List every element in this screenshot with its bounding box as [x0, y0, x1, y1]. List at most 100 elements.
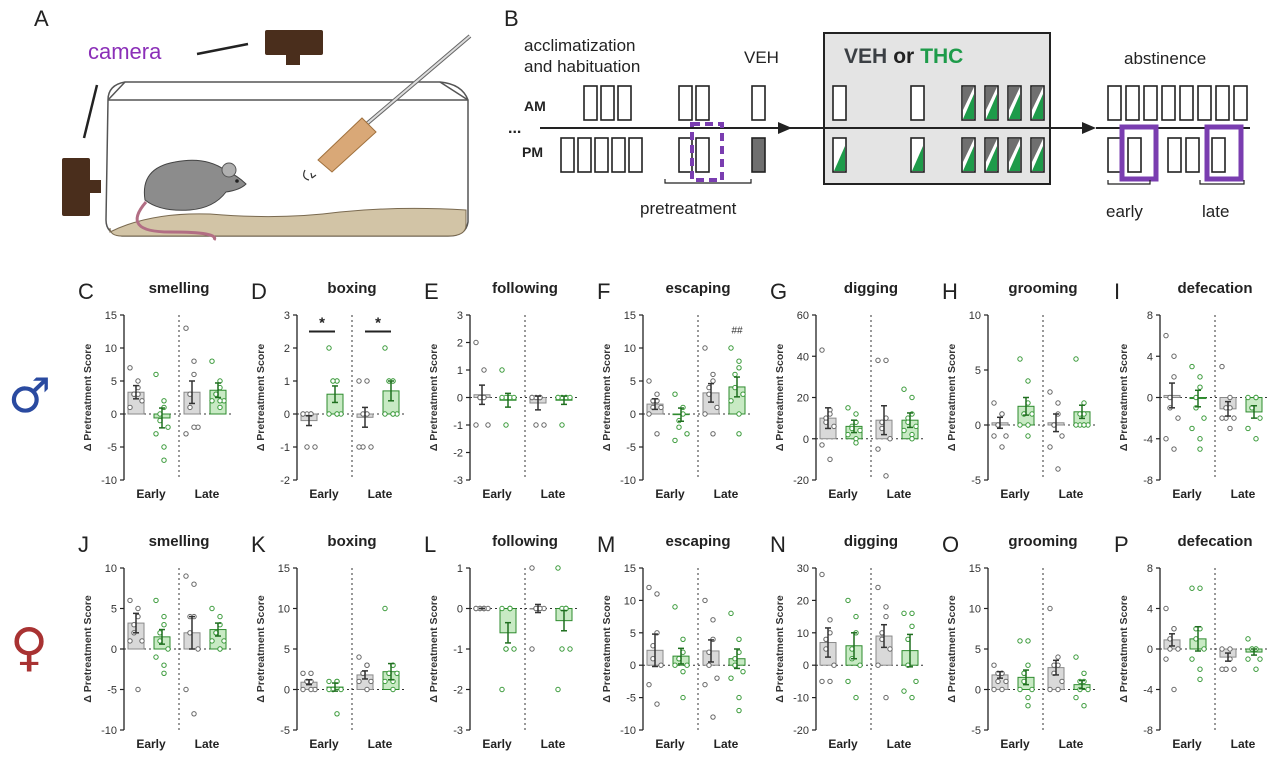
data-point — [1227, 394, 1233, 401]
data-point — [831, 423, 837, 430]
data-point — [368, 678, 374, 685]
chart-title: escaping — [665, 280, 730, 297]
y-tick-label: 5 — [111, 604, 117, 616]
x-category-label: Late — [1059, 737, 1084, 751]
session-box — [600, 85, 615, 121]
data-point — [195, 646, 201, 652]
data-point — [499, 605, 505, 612]
data-point — [1059, 678, 1065, 685]
side-camera-icon — [62, 158, 101, 216]
data-point — [135, 605, 141, 612]
data-point — [473, 339, 479, 346]
data-point — [153, 371, 159, 378]
data-point — [1081, 422, 1087, 428]
x-category-label: Early — [828, 487, 858, 501]
data-point — [1189, 656, 1195, 662]
chart-title: digging — [844, 533, 898, 550]
session-box-frame — [1185, 137, 1200, 173]
y-tick-label: 0 — [284, 409, 290, 421]
y-tick-label: 15 — [969, 563, 981, 575]
session-box-frame — [594, 137, 609, 173]
data-point — [736, 694, 742, 701]
session-box-frame — [600, 85, 615, 121]
session-box-frame — [617, 85, 632, 121]
data-point — [356, 654, 362, 660]
data-point — [680, 694, 686, 701]
data-point — [1201, 646, 1207, 652]
data-point — [1073, 694, 1079, 701]
data-point — [326, 345, 332, 351]
data-point — [1245, 425, 1251, 432]
significance-hash: ## — [731, 325, 743, 336]
panel-label: P — [1114, 532, 1129, 557]
session-boxes — [560, 85, 1248, 173]
data-point — [473, 605, 479, 612]
data-point — [499, 686, 505, 693]
data-point — [853, 411, 859, 417]
session-box — [1215, 85, 1230, 121]
data-point — [736, 358, 742, 364]
data-point — [364, 378, 370, 384]
x-category-label: Early — [828, 737, 858, 751]
session-box-frame — [560, 137, 575, 173]
data-point — [819, 678, 825, 685]
panel-label: J — [78, 532, 89, 557]
data-point — [1245, 636, 1251, 642]
y-tick-label: 5 — [630, 376, 636, 388]
data-point — [853, 440, 859, 446]
y-tick-label: 3 — [457, 310, 463, 322]
y-tick-label: 0 — [1147, 393, 1153, 405]
y-tick-label: -4 — [1143, 685, 1153, 697]
session-box-frame — [695, 85, 710, 121]
data-point — [1163, 656, 1169, 662]
data-point — [672, 391, 678, 397]
data-point — [901, 610, 907, 617]
data-point — [654, 701, 660, 707]
y-tick-label: -1 — [453, 420, 463, 432]
data-point — [555, 394, 561, 401]
acclimatization-label: acclimatization — [524, 36, 636, 55]
x-category-label: Early — [482, 487, 512, 501]
y-tick-label: 5 — [630, 628, 636, 640]
session-box-frame — [1233, 85, 1248, 121]
data-point — [1171, 446, 1177, 452]
camera-pointer-side — [82, 84, 99, 139]
habituation-label: and habituation — [524, 57, 640, 76]
data-point — [1047, 389, 1053, 395]
data-point — [710, 714, 716, 720]
x-category-label: Early — [309, 487, 339, 501]
data-point — [991, 433, 997, 439]
data-point — [1219, 646, 1225, 652]
data-point — [875, 446, 881, 452]
data-point — [511, 394, 517, 401]
data-point — [1189, 363, 1195, 370]
data-point — [909, 623, 915, 630]
data-point — [1025, 638, 1031, 644]
data-point — [1245, 656, 1251, 662]
data-point — [646, 681, 652, 688]
data-point — [183, 431, 189, 437]
session-box — [1167, 137, 1182, 173]
data-point — [304, 444, 310, 450]
session-box — [1125, 85, 1140, 121]
data-point — [368, 444, 374, 450]
session-box — [832, 137, 847, 173]
data-point — [728, 675, 734, 681]
session-box — [984, 85, 999, 121]
data-point — [901, 427, 907, 434]
data-point — [485, 422, 491, 428]
data-point — [499, 394, 505, 401]
y-tick-label: -5 — [107, 442, 117, 454]
y-tick-label: 4 — [1147, 351, 1153, 363]
y-tick-label: -8 — [1143, 475, 1153, 487]
data-point — [680, 636, 686, 642]
y-axis-label: Δ Pretreatment Score — [82, 595, 94, 702]
data-point — [139, 398, 145, 404]
x-category-label: Early — [655, 487, 685, 501]
late-bracket — [1199, 180, 1245, 185]
session-box — [1107, 85, 1122, 121]
session-box — [961, 137, 976, 173]
y-tick-label: 15 — [278, 563, 290, 575]
data-point — [819, 571, 825, 578]
data-point — [1163, 332, 1169, 339]
